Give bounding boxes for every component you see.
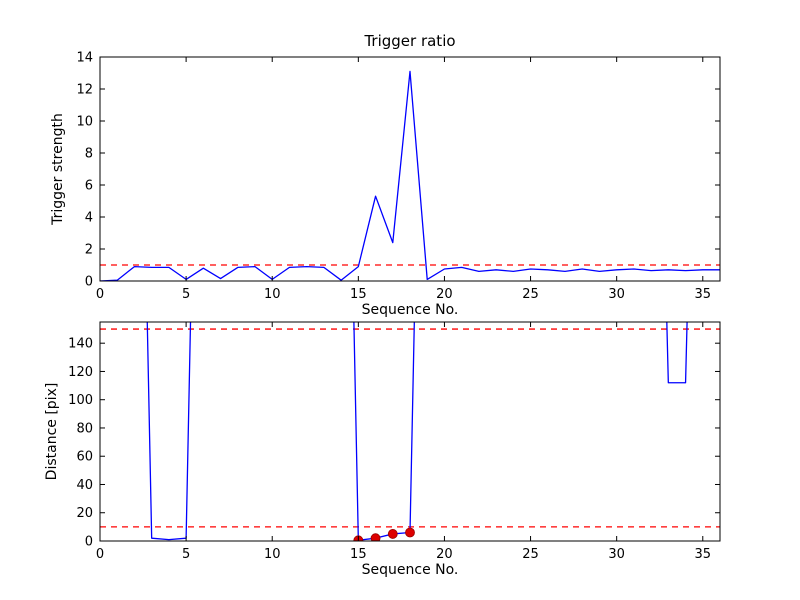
y-axis-label: Distance [pix] bbox=[44, 383, 60, 481]
x-tick-label: 15 bbox=[350, 287, 367, 302]
axes-frame bbox=[99, 321, 721, 542]
x-tick-label: 20 bbox=[436, 547, 453, 562]
axes-frame bbox=[99, 56, 721, 282]
y-tick-label: 140 bbox=[68, 337, 93, 352]
y-tick-label: 10 bbox=[76, 115, 93, 130]
x-tick-label: 35 bbox=[695, 547, 712, 562]
x-tick-label: 35 bbox=[695, 287, 712, 302]
x-tick-label: 25 bbox=[522, 547, 539, 562]
data-marker bbox=[370, 533, 381, 541]
y-tick-label: 12 bbox=[76, 83, 93, 98]
axes-bot: 0 5 10 15 20 25 30 35 0 20 40 60 80 100 120 140 Sequence… bbox=[44, 321, 721, 578]
series-trigger-strength bbox=[100, 70, 720, 281]
x-tick-label: 5 bbox=[182, 287, 190, 302]
x-tick-label: 15 bbox=[350, 547, 367, 562]
y-tick-label: 14 bbox=[76, 51, 93, 66]
y-tick-label: 8 bbox=[85, 147, 93, 162]
series-distance bbox=[146, 322, 688, 541]
data-marker bbox=[405, 527, 415, 538]
y-tick-label: 120 bbox=[68, 365, 93, 380]
x-tick-label: 25 bbox=[522, 287, 539, 302]
x-tick-label: 0 bbox=[96, 287, 104, 302]
y-tick-label: 20 bbox=[76, 506, 93, 521]
x-axis-label: Sequence No. bbox=[362, 302, 459, 318]
axes-top: 0 5 10 15 20 25 30 35 0 2 4 6 8 10 12 14 Trigger ratio Se… bbox=[50, 32, 721, 318]
x-tick-label: 10 bbox=[264, 287, 281, 302]
y-tick-label: 60 bbox=[76, 450, 93, 465]
data-marker bbox=[387, 529, 398, 539]
y-tick-label: 80 bbox=[76, 421, 93, 436]
x-tick-label: 0 bbox=[96, 547, 104, 562]
plot-area-top bbox=[100, 70, 720, 281]
x-axis-label: Sequence No. bbox=[362, 562, 459, 578]
x-tick-label: 30 bbox=[608, 547, 625, 562]
y-tick-label: 0 bbox=[85, 535, 93, 550]
x-tick-label: 10 bbox=[264, 547, 281, 562]
x-tick-label: 20 bbox=[436, 287, 453, 302]
y-tick-label: 2 bbox=[85, 243, 93, 258]
y-tick-label: 0 bbox=[85, 275, 93, 290]
chart-title: Trigger ratio bbox=[363, 32, 455, 50]
y-tick-label: 4 bbox=[85, 211, 93, 226]
x-tick-label: 30 bbox=[608, 287, 625, 302]
y-tick-label: 40 bbox=[76, 478, 93, 493]
y-tick-label: 6 bbox=[85, 179, 93, 194]
y-tick-label: 100 bbox=[68, 393, 93, 408]
y-axis-label: Trigger strength bbox=[50, 113, 66, 226]
x-tick-label: 5 bbox=[182, 547, 190, 562]
plot-area-bot bbox=[100, 322, 720, 541]
